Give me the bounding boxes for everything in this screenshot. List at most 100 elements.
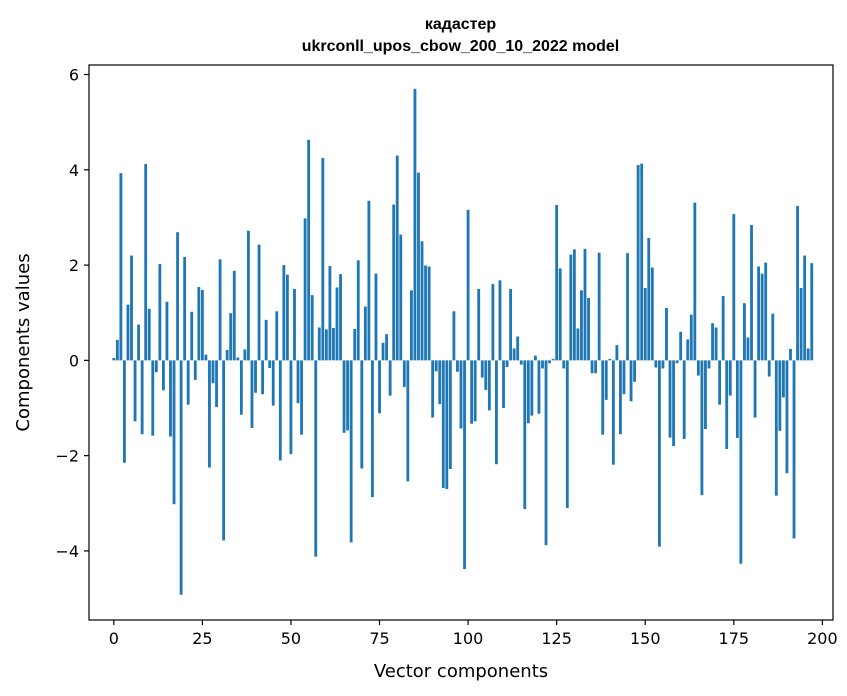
y-axis-label: Components values [13, 253, 34, 431]
bar-component-193 [796, 206, 799, 361]
chart-title-line-2: ukrconll_upos_cbow_200_10_2022 model [302, 38, 619, 55]
bar-component-54 [303, 218, 307, 361]
bar-component-179 [746, 337, 750, 361]
bar-component-144 [622, 360, 626, 395]
bar-component-121 [541, 360, 544, 369]
bar-component-116 [523, 360, 527, 509]
bar-component-189 [781, 360, 785, 398]
bar-component-153 [654, 360, 658, 368]
y-tick-label: 2 [69, 256, 79, 275]
bar-component-167 [704, 360, 707, 429]
bar-component-107 [491, 284, 495, 361]
x-axis: 0 25 50 75 100 125 150 175 200 [109, 620, 838, 648]
bar-component-59 [321, 157, 325, 361]
bar-component-114 [516, 336, 520, 361]
bar-component-65 [342, 360, 346, 433]
bar-component-17 [172, 360, 176, 505]
bar-component-30 [218, 259, 222, 361]
bar-component-147 [633, 360, 637, 382]
bar-component-154 [657, 360, 661, 547]
bar-component-163 [689, 314, 693, 361]
bar-component-180 [750, 225, 753, 361]
bar-component-42 [261, 360, 265, 395]
bar-component-67 [349, 360, 353, 543]
bar-component-16 [169, 360, 172, 437]
bar-component-70 [360, 360, 364, 469]
bar-component-81 [399, 234, 403, 361]
bar-component-105 [484, 360, 488, 390]
bar-component-106 [487, 360, 491, 411]
bar-component-84 [409, 290, 413, 361]
bar-component-102 [473, 360, 477, 422]
x-axis-label: Vector components [374, 661, 548, 682]
bar-component-155 [661, 360, 665, 369]
bar-component-175 [732, 214, 736, 361]
bar-component-40 [254, 360, 257, 393]
bar-component-78 [388, 360, 392, 396]
bar-component-181 [753, 360, 757, 418]
x-tick-label: 150 [630, 629, 661, 648]
bar-component-77 [385, 334, 389, 361]
bar-component-120 [537, 360, 541, 414]
bar-component-164 [693, 202, 697, 361]
plot-frame [88, 64, 834, 621]
bar-component-15 [165, 301, 169, 361]
bar-component-86 [417, 172, 420, 361]
bar-component-97 [456, 360, 459, 372]
bar-component-7 [137, 324, 141, 361]
x-tick-label: 0 [109, 629, 119, 648]
bar-component-99 [463, 360, 466, 570]
bar-component-138 [601, 360, 605, 435]
bar-component-31 [222, 360, 226, 541]
bar-component-196 [806, 348, 810, 361]
bar-component-152 [650, 267, 654, 361]
bar-component-44 [268, 360, 272, 368]
bar-component-33 [229, 313, 233, 361]
bar-component-124 [551, 358, 555, 361]
bar-component-118 [530, 360, 534, 416]
bar-component-87 [420, 241, 424, 361]
bar-component-2 [119, 173, 123, 361]
bar-component-119 [533, 355, 537, 361]
bar-component-83 [406, 360, 410, 482]
bar-component-135 [590, 360, 594, 374]
bar-component-22 [190, 311, 194, 361]
bar-component-98 [459, 360, 463, 429]
bar-component-9 [144, 164, 148, 361]
bar-component-141 [611, 360, 615, 465]
bar-component-161 [682, 360, 686, 439]
bar-component-26 [204, 354, 208, 361]
bar-component-37 [243, 349, 247, 361]
bar-component-108 [495, 360, 498, 465]
bar-component-52 [296, 360, 300, 404]
bar-component-96 [452, 311, 456, 361]
bar-component-197 [810, 263, 814, 361]
bar-component-51 [293, 288, 296, 361]
bar-component-156 [665, 307, 668, 361]
bar-component-45 [271, 360, 275, 406]
bar-component-62 [332, 327, 335, 361]
bar-component-76 [381, 342, 385, 361]
bar-component-66 [346, 360, 350, 431]
bar-component-11 [151, 360, 155, 436]
bar-component-130 [572, 249, 576, 361]
bar-component-173 [725, 360, 729, 449]
chart-title-line-1: кадастер [425, 16, 497, 33]
bar-component-13 [158, 264, 162, 361]
bar-component-166 [700, 360, 704, 496]
bar-component-27 [208, 360, 211, 468]
x-tick-label: 175 [719, 629, 750, 648]
bar-component-8 [140, 360, 144, 435]
bar-component-100 [466, 209, 470, 361]
bar-component-126 [558, 268, 562, 361]
bar-component-80 [395, 155, 399, 361]
bar-component-151 [647, 237, 651, 361]
bar-component-39 [250, 360, 254, 429]
y-tick-label: −4 [55, 542, 79, 561]
bar-component-172 [721, 296, 725, 361]
bar-component-109 [498, 280, 502, 361]
bar-component-169 [711, 323, 714, 361]
bar-component-19 [179, 360, 183, 595]
bar-component-103 [477, 288, 481, 361]
bar-component-149 [640, 163, 644, 361]
